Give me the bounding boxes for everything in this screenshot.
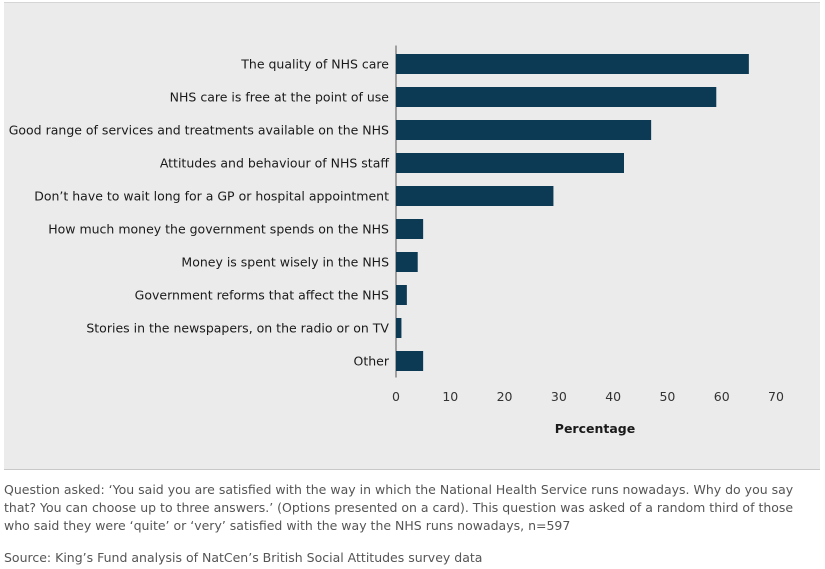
chart-panel: The quality of NHS care NHS care is free …: [4, 2, 820, 470]
x-tick-label: 40: [605, 389, 621, 404]
category-label: Don’t have to wait long for a GP or hosp…: [34, 189, 389, 204]
x-tick-label: 70: [768, 389, 784, 404]
category-label: Stories in the newspapers, on the radio …: [86, 321, 389, 336]
category-label: The quality of NHS care: [240, 57, 389, 72]
bar: [396, 186, 554, 206]
bar: [396, 120, 652, 140]
x-tick-label: 0: [392, 389, 400, 404]
x-tick-label: 20: [497, 389, 513, 404]
category-label: Attitudes and behaviour of NHS staff: [160, 156, 390, 171]
category-label: Government reforms that affect the NHS: [135, 288, 389, 303]
bar: [396, 285, 407, 305]
bar: [396, 351, 424, 371]
x-tick-label: 10: [442, 389, 458, 404]
bar: [396, 54, 749, 74]
bar: [396, 252, 418, 272]
category-label: NHS care is free at the point of use: [170, 90, 390, 105]
bar: [396, 87, 717, 107]
category-label: Good range of services and treatments av…: [9, 123, 389, 138]
x-axis-title: Percentage: [555, 421, 635, 436]
category-label: How much money the government spends on …: [48, 222, 389, 237]
bar: [396, 318, 402, 338]
x-tick-label: 30: [551, 389, 567, 404]
bar-chart: The quality of NHS care NHS care is free …: [9, 45, 784, 436]
chart-source: Source: King’s Fund analysis of NatCen’s…: [4, 550, 483, 565]
x-tick-label: 60: [714, 389, 730, 404]
chart-caption: Question asked: ‘You said you are satisf…: [4, 482, 794, 533]
category-label: Other: [354, 354, 390, 369]
x-tick-label: 50: [659, 389, 675, 404]
bar: [396, 219, 424, 239]
category-label: Money is spent wisely in the NHS: [181, 255, 389, 270]
bar: [396, 153, 624, 173]
